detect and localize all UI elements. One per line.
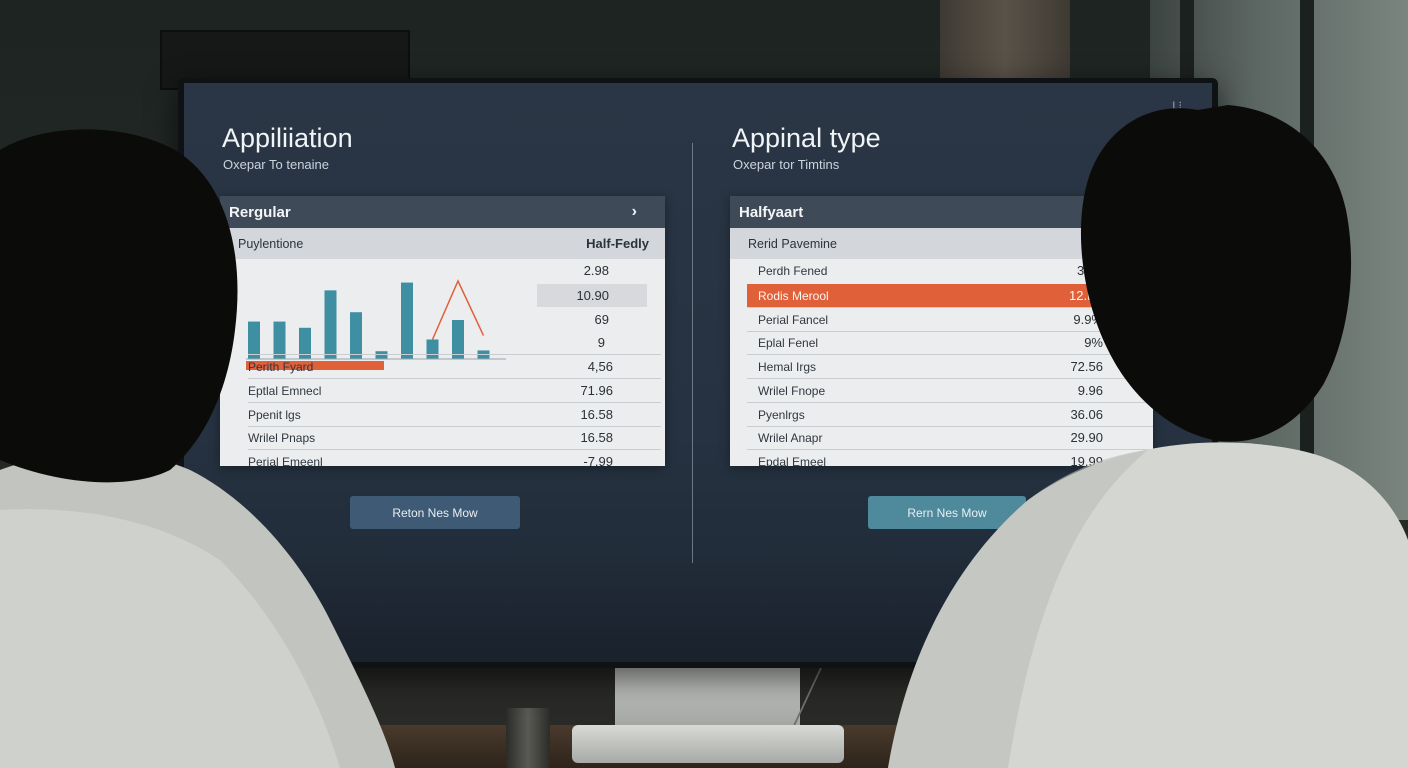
chart-bar bbox=[273, 321, 286, 359]
row-value: 2.98 bbox=[583, 263, 609, 278]
left-column-header: Puylentione Half-Fedly bbox=[220, 228, 665, 259]
chart-trend-line bbox=[431, 279, 485, 340]
row-divider bbox=[747, 402, 1153, 403]
left-data-card: Rergular › Puylentione Half-Fedly 2.98 bbox=[220, 196, 665, 466]
right-panel-subtitle: Oxepar tor Timtins bbox=[733, 157, 840, 172]
table-row[interactable]: 10.90 bbox=[248, 284, 609, 307]
row-divider bbox=[747, 354, 1153, 355]
chart-bar bbox=[324, 290, 337, 359]
right-panel-title: Appinal type bbox=[732, 123, 881, 153]
corner-mark: L⁝ bbox=[1172, 100, 1182, 112]
left-action-button[interactable]: Reton Nes Mow bbox=[350, 496, 520, 529]
left-column-label-2: Half-Fedly bbox=[586, 236, 649, 251]
curtain bbox=[940, 0, 1070, 85]
row-value: 29.90 bbox=[1070, 430, 1103, 445]
chart-bar bbox=[452, 320, 464, 359]
row-label: Pyenlrgs bbox=[758, 407, 805, 422]
row-label: Perith Fyard bbox=[248, 359, 314, 374]
row-label: Hemal Irgs bbox=[758, 359, 817, 374]
row-highlight bbox=[537, 284, 647, 307]
chart-bar bbox=[375, 351, 388, 359]
row-value: -7.99 bbox=[583, 454, 613, 466]
row-label: Rodis Merool bbox=[758, 288, 829, 303]
table-row[interactable]: Pyenlrgs 36.06 bbox=[758, 403, 1103, 426]
table-row[interactable]: 69 bbox=[248, 308, 609, 331]
chart-bar bbox=[401, 282, 413, 359]
row-divider bbox=[747, 307, 1153, 308]
row-value: 36.06 bbox=[1070, 407, 1103, 422]
row-label: Perial Emeenl bbox=[248, 454, 323, 467]
chart-bar bbox=[248, 321, 260, 359]
left-column-label-1: Puylentione bbox=[238, 236, 304, 251]
row-value: 9.96 bbox=[1077, 383, 1103, 398]
table-row[interactable]: Hemal Irgs 72.56 bbox=[758, 355, 1103, 378]
left-panel-title: Appiliiation bbox=[222, 123, 353, 153]
left-panel-subtitle: Oxepar To tenaine bbox=[223, 157, 329, 172]
person-right-silhouette bbox=[888, 105, 1408, 768]
row-value: 4,56 bbox=[587, 359, 613, 374]
left-card-header[interactable]: Rergular › bbox=[220, 196, 665, 228]
row-value: 16.58 bbox=[580, 407, 613, 422]
chart-bar bbox=[350, 312, 362, 359]
row-divider bbox=[747, 426, 1153, 427]
row-value: 72.56 bbox=[1070, 359, 1103, 374]
row-label: Ppenit lgs bbox=[248, 407, 301, 422]
table-row[interactable]: Wrilel Fnope 9.96 bbox=[758, 379, 1103, 402]
table-row[interactable]: Eplal Fenel 9% bbox=[758, 331, 1103, 354]
chevron-right-icon[interactable]: › bbox=[631, 203, 637, 220]
row-label: Wrilel Pnaps bbox=[248, 430, 316, 445]
row-label: Wrilel Anapr bbox=[758, 430, 823, 445]
right-action-button[interactable]: Rern Nes Mow bbox=[868, 496, 1026, 529]
table-row[interactable]: 2.98 bbox=[248, 259, 609, 282]
row-label: Perdh Fened bbox=[758, 263, 828, 278]
table-row[interactable]: Perial Emeenl -7.99 bbox=[248, 450, 613, 466]
monitor-stand bbox=[615, 665, 800, 735]
row-divider bbox=[248, 449, 661, 450]
right-data-card: Halfyaart Rerid Pavemine Perdh Fened 3%0… bbox=[730, 196, 1153, 466]
table-row[interactable]: 9 bbox=[248, 331, 605, 354]
chart-accent-bar bbox=[246, 361, 384, 370]
row-divider bbox=[248, 354, 661, 355]
row-value: 9 bbox=[597, 335, 605, 350]
row-value: 71.96 bbox=[580, 383, 613, 398]
selected-row-highlight bbox=[747, 284, 1153, 307]
row-value: 9% bbox=[1084, 335, 1103, 350]
table-row[interactable]: Wrilel Anapr 29.90 bbox=[758, 426, 1103, 449]
row-value: 69 bbox=[594, 312, 609, 327]
row-label: Eplal Fenel bbox=[758, 335, 819, 350]
row-divider bbox=[747, 331, 1153, 332]
table-row[interactable]: Ppenit lgs 16.58 bbox=[248, 403, 613, 426]
row-label: Eptlal Emnecl bbox=[248, 383, 322, 398]
row-divider bbox=[248, 402, 661, 403]
panel-divider bbox=[692, 143, 693, 563]
glass-cup bbox=[506, 708, 550, 768]
person-left-silhouette bbox=[0, 129, 395, 768]
row-divider bbox=[248, 378, 661, 379]
row-label: Wrilel Fnope bbox=[758, 383, 826, 398]
row-divider bbox=[747, 449, 1153, 450]
left-card-header-label: Rergular bbox=[229, 203, 291, 221]
row-value: 16.58 bbox=[580, 430, 613, 445]
bar-chart bbox=[246, 279, 506, 370]
row-divider bbox=[747, 378, 1153, 379]
right-column-label-1: Rerid Pavemine bbox=[748, 236, 837, 251]
table-row[interactable]: Wrilel Pnaps 16.58 bbox=[248, 426, 613, 449]
row-label: Perial Fancel bbox=[758, 312, 829, 327]
chart-bar bbox=[299, 327, 311, 359]
row-label: Epdal Emeel bbox=[758, 454, 827, 467]
table-row[interactable]: Eptlal Emnecl 71.96 bbox=[248, 379, 613, 402]
right-card-header-label: Halfyaart bbox=[739, 203, 804, 221]
table-row[interactable]: Perith Fyard 4,56 bbox=[248, 355, 613, 378]
row-value: 10.90 bbox=[576, 288, 609, 303]
keyboard bbox=[572, 725, 844, 763]
row-divider bbox=[248, 426, 661, 427]
